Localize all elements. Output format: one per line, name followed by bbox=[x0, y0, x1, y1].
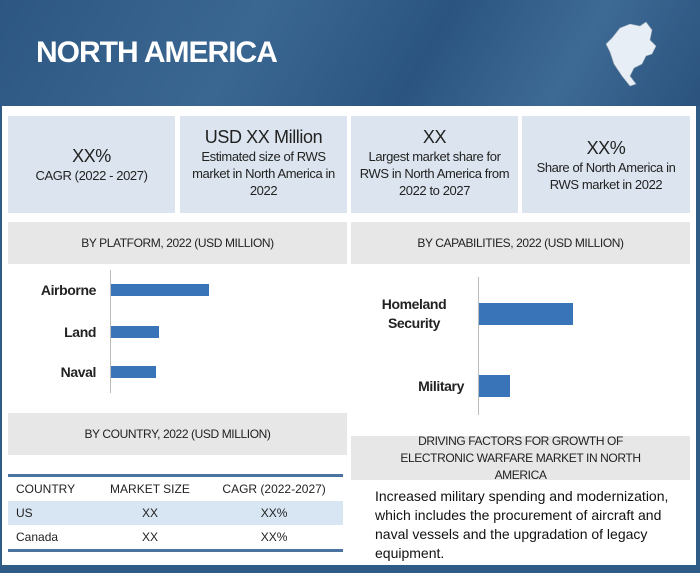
cell-market-size: XX bbox=[141, 530, 158, 544]
page-title: NORTH AMERICA bbox=[36, 36, 278, 69]
capabilities-chart-title: BY CAPABILITIES, 2022 (USD MILLION) bbox=[351, 222, 690, 264]
category-label: Land bbox=[64, 323, 96, 340]
country-table: COUNTRY MARKET SIZE CAGR (2022-2027) US … bbox=[8, 474, 343, 552]
column-header: COUNTRY bbox=[16, 482, 76, 496]
category-label: Naval bbox=[60, 363, 97, 380]
bar-homeland-security bbox=[479, 303, 573, 325]
stat-cagr: XX% CAGR (2022 - 2027) bbox=[8, 116, 175, 213]
category-label: Military bbox=[418, 377, 464, 394]
driving-factors-text: Increased military spending and moderniz… bbox=[375, 488, 669, 561]
cell-cagr: XX% bbox=[260, 530, 288, 544]
bar-land bbox=[111, 326, 159, 338]
stat-value: USD XX Million bbox=[204, 127, 323, 147]
cell-country: US bbox=[8, 501, 95, 525]
bar-airborne bbox=[111, 284, 209, 296]
driving-factors-title: DRIVING FACTORS FOR GROWTH OF ELECTRONIC… bbox=[351, 434, 690, 482]
stat-largest-share: XX Largest market share for RWS in North… bbox=[351, 116, 518, 213]
category-label: Airborne bbox=[40, 281, 97, 298]
bar-naval bbox=[111, 366, 156, 378]
stat-market-size: USD XX Million Estimated size of RWS mar… bbox=[180, 116, 347, 213]
header-banner: NORTH AMERICA bbox=[0, 0, 700, 106]
north-america-map-icon bbox=[605, 21, 657, 87]
stat-value: XX% bbox=[72, 146, 111, 166]
bar-military bbox=[479, 375, 510, 397]
column-header: MARKET SIZE bbox=[110, 482, 190, 496]
platform-axis bbox=[110, 270, 111, 393]
stat-value: XX% bbox=[586, 137, 626, 158]
cell-market-size: XX bbox=[94, 501, 206, 525]
stat-value: XX bbox=[422, 127, 447, 147]
stat-share: XX% Share of North America in RWS market… bbox=[522, 116, 690, 213]
platform-chart-title: BY PLATFORM, 2022 (USD MILLION) bbox=[8, 222, 347, 264]
stat-desc: CAGR (2022 - 2027) bbox=[35, 168, 148, 183]
country-section-title: BY COUNTRY, 2022 (USD MILLION) bbox=[8, 413, 347, 455]
category-label: Homeland Security bbox=[381, 296, 447, 331]
stat-desc: Estimated size of RWS market in North Am… bbox=[192, 149, 335, 198]
column-header: CAGR (2022-2027) bbox=[222, 482, 326, 496]
stat-desc: Share of North America in RWS market in … bbox=[536, 159, 676, 192]
cell-country: Canada bbox=[16, 530, 59, 544]
table-row: Canada XX XX% bbox=[8, 525, 343, 551]
stat-desc: Largest market share for RWS in North Am… bbox=[359, 149, 510, 198]
cell-cagr: XX% bbox=[205, 501, 343, 525]
table-header-row: COUNTRY MARKET SIZE CAGR (2022-2027) bbox=[8, 476, 343, 502]
table-row: US XX XX% bbox=[8, 501, 343, 525]
capabilities-axis bbox=[478, 277, 479, 415]
